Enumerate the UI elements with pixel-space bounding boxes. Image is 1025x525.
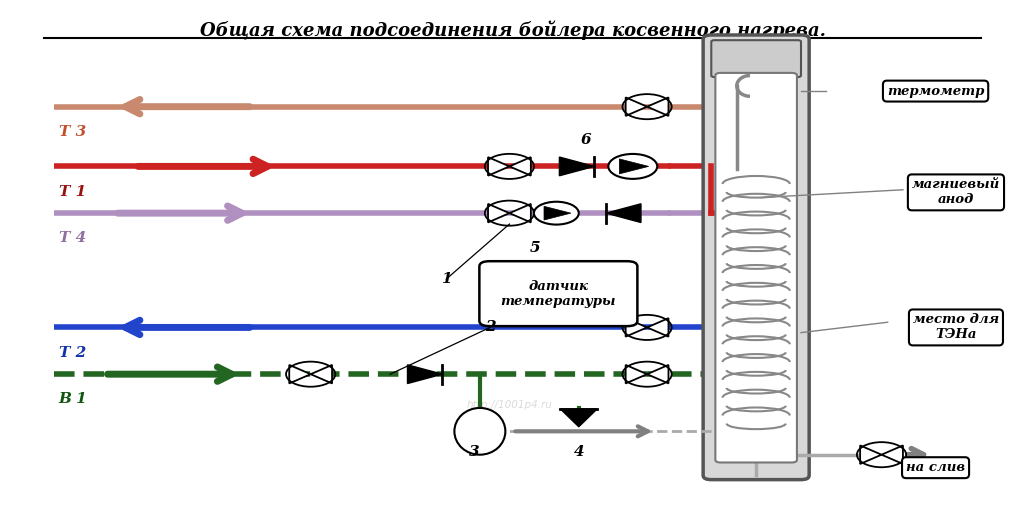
Polygon shape xyxy=(647,98,668,116)
Polygon shape xyxy=(488,157,509,176)
Text: 4: 4 xyxy=(573,445,584,459)
Polygon shape xyxy=(561,409,598,427)
Text: 5: 5 xyxy=(530,241,540,255)
Text: датчик
температуры: датчик температуры xyxy=(500,280,616,308)
Polygon shape xyxy=(509,204,531,223)
Polygon shape xyxy=(408,365,443,384)
Polygon shape xyxy=(860,445,882,464)
Text: Т 1: Т 1 xyxy=(58,185,86,198)
Text: В 1: В 1 xyxy=(58,392,87,406)
Text: http://1001p4.ru: http://1001p4.ru xyxy=(466,400,552,410)
Ellipse shape xyxy=(454,408,505,455)
FancyBboxPatch shape xyxy=(715,73,796,463)
Circle shape xyxy=(534,202,579,225)
Polygon shape xyxy=(619,159,649,174)
Text: на слив: на слив xyxy=(906,461,966,474)
Text: место для
ТЭНа: место для ТЭНа xyxy=(913,313,999,341)
Text: Общая схема подсоединения бойлера косвенного нагрева.: Общая схема подсоединения бойлера косвен… xyxy=(200,21,825,40)
Polygon shape xyxy=(488,204,509,223)
Polygon shape xyxy=(647,365,668,383)
Text: магниевый
анод: магниевый анод xyxy=(912,178,1000,206)
Polygon shape xyxy=(509,157,531,176)
Polygon shape xyxy=(606,204,641,223)
Polygon shape xyxy=(625,318,647,337)
FancyBboxPatch shape xyxy=(711,40,801,77)
Polygon shape xyxy=(560,157,594,176)
Circle shape xyxy=(608,154,657,179)
FancyBboxPatch shape xyxy=(703,35,809,480)
Text: Т 4: Т 4 xyxy=(58,232,86,245)
Text: 2: 2 xyxy=(485,320,495,334)
Polygon shape xyxy=(647,318,668,337)
Polygon shape xyxy=(882,445,903,464)
Polygon shape xyxy=(311,365,332,383)
Polygon shape xyxy=(289,365,311,383)
Text: термометр: термометр xyxy=(887,85,984,98)
Text: 6: 6 xyxy=(580,133,591,148)
Polygon shape xyxy=(625,365,647,383)
Text: 3: 3 xyxy=(468,445,479,459)
FancyBboxPatch shape xyxy=(480,261,638,326)
Polygon shape xyxy=(625,98,647,116)
Polygon shape xyxy=(544,206,571,220)
Text: 1: 1 xyxy=(441,272,452,286)
Text: Т 2: Т 2 xyxy=(58,345,86,360)
Text: Т 3: Т 3 xyxy=(58,125,86,139)
